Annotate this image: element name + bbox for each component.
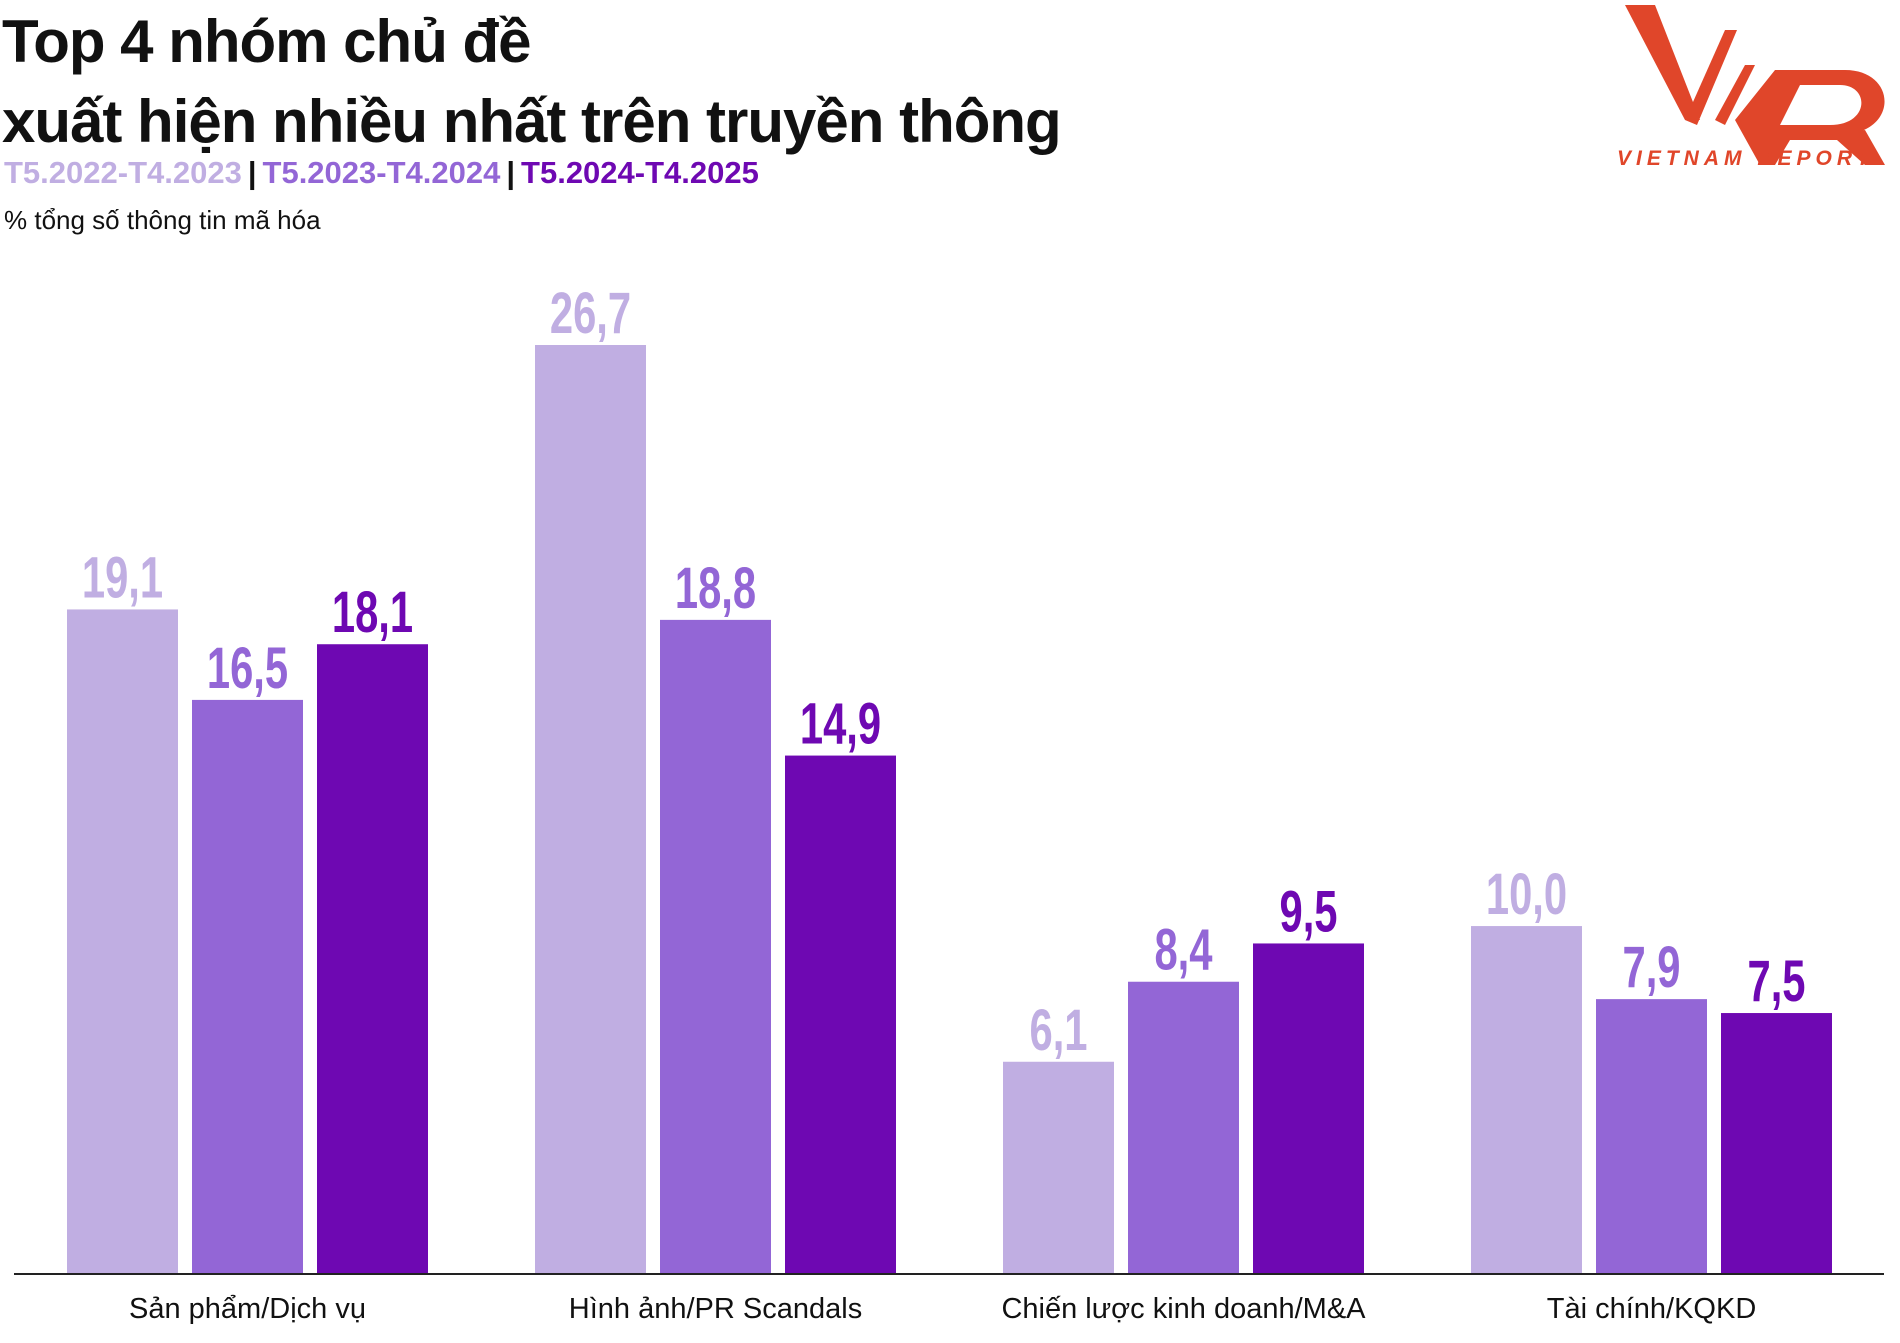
legend-series-2: T5.2023-T4.2024	[262, 155, 501, 190]
legend-separator: |	[247, 155, 257, 190]
category-label: Hình ảnh/PR Scandals	[569, 1293, 862, 1325]
unit-label: % tổng số thông tin mã hóa	[4, 205, 321, 235]
bar	[785, 755, 896, 1274]
bar	[1253, 943, 1364, 1274]
category-label: Chiến lược kinh doanh/M&A	[1001, 1293, 1366, 1325]
bar	[660, 619, 771, 1274]
legend: T5.2022-T4.2023 | T5.2023-T4.2024 | T5.2024-…	[4, 155, 759, 191]
data-label: 16,5	[207, 635, 288, 700]
bar	[1003, 1061, 1114, 1274]
bar	[1471, 926, 1582, 1274]
chart-title: Top 4 nhóm chủ đề xuất hiện nhiều nhất t…	[2, 2, 1062, 162]
data-label: 6,1	[1029, 997, 1087, 1062]
data-label: 18,1	[332, 579, 413, 644]
legend-series-3: T5.2024-T4.2025	[521, 155, 759, 190]
category-label: Tài chính/KQKD	[1547, 1293, 1757, 1325]
bar	[1721, 1013, 1832, 1274]
data-label: 14,9	[800, 691, 881, 756]
data-label: 26,7	[550, 280, 631, 345]
data-label: 18,8	[675, 555, 756, 620]
bar	[192, 699, 303, 1274]
data-label: 10,0	[1486, 861, 1567, 926]
bar	[317, 644, 428, 1274]
data-label: 9,5	[1279, 879, 1337, 944]
bar	[1128, 981, 1239, 1274]
data-label: 7,9	[1622, 934, 1680, 999]
data-label: 7,5	[1747, 948, 1805, 1013]
data-label: 19,1	[82, 545, 163, 610]
data-label: 8,4	[1154, 917, 1212, 982]
legend-series-1: T5.2022-T4.2023	[4, 155, 242, 190]
title-line-2: xuất hiện nhiều nhất trên truyền thông	[2, 88, 1062, 155]
bar	[1596, 999, 1707, 1274]
category-label: Sản phẩm/Dịch vụ	[129, 1293, 366, 1325]
logo-subtext: VIETNAM REPORT	[1617, 147, 1875, 170]
title-line-1: Top 4 nhóm chủ đề	[2, 8, 532, 75]
bar	[67, 609, 178, 1274]
legend-separator: |	[506, 155, 516, 190]
vnr-logo	[1625, 5, 1885, 165]
bar	[535, 345, 646, 1274]
